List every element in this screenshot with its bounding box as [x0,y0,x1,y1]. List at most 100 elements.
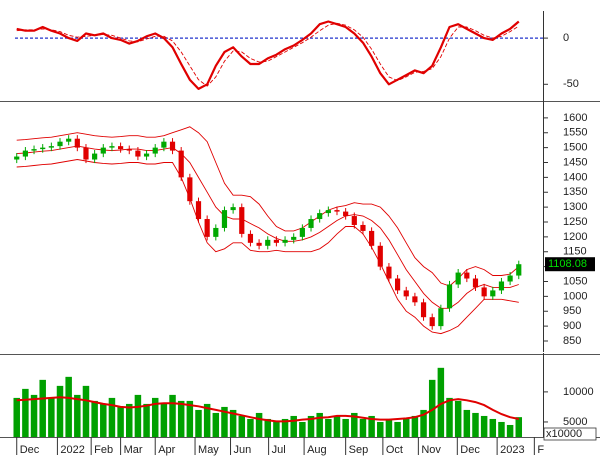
x-tick-label: Feb [94,444,113,456]
candle-body [394,278,401,291]
y-tick-label: 850 [563,335,581,347]
candle-body [204,219,210,237]
y-tick-label: 1150 [563,246,587,258]
candle-body [83,147,89,160]
candle-body [369,230,375,246]
unit-box [543,427,597,441]
volume-bar [160,403,168,437]
y-tick-label: 10000 [563,386,594,398]
volume-bar [281,418,289,437]
volume-bar [186,400,194,437]
candle-body [351,216,357,225]
y-tick-label: 5000 [563,416,587,428]
volume-bar [273,421,280,437]
candle-body [239,207,245,234]
y-tick-label: 950 [563,305,581,317]
volume-bar [13,397,20,437]
volume-bar [333,415,341,437]
candle-body [360,224,366,231]
volume-bar [255,412,263,437]
volume-bar [82,385,90,437]
candle-body [195,201,202,220]
y-tick-label: 1300 [563,201,587,213]
x-tick-label: May [198,444,219,456]
volume-bar [91,400,98,437]
volume-bar [143,403,150,437]
y-tick-label: 1550 [563,127,587,139]
candle-body [308,219,314,228]
volume-bar [264,418,271,437]
x-tick-label: Jul [272,444,286,456]
candle-body [429,317,435,327]
volume-bar [446,397,453,437]
volume-bar [74,394,81,437]
x-tick-label: Mar [124,444,143,456]
x-tick-label: Dec [20,444,40,456]
volume-bar [316,412,323,437]
volume-bar [489,418,497,437]
x-tick-label: Nov [421,444,441,456]
volume-bar [108,397,116,437]
candle-body [66,138,72,142]
volume-bar [56,385,64,437]
band-lower [16,159,519,335]
candle-body [31,149,37,151]
candle-body [221,210,228,228]
candle-body [57,141,63,147]
candle-body [317,213,323,220]
volume-bar [472,412,479,437]
candle-body [135,150,141,157]
oscillator-line [16,22,520,87]
candle-body [481,287,487,297]
volume-bar [65,376,72,437]
volume-bar [454,400,462,437]
y-tick-label: -50 [563,78,579,90]
volume-bar [169,394,176,437]
x-tick-label: Sep [349,444,369,456]
volume-bar [420,409,427,437]
y-tick-label: 1400 [563,171,587,183]
volume-bar [506,424,514,437]
candle-body [213,227,219,237]
unit-label: x10000 [546,428,582,440]
candle-body [118,146,124,150]
candle-body [299,227,305,237]
candle-body [291,236,297,240]
volume-bar [307,415,315,437]
volume-bar [498,421,505,437]
volume-bar [428,379,436,437]
x-tick-label: 2023 [500,444,524,456]
volume-bar [351,412,358,437]
volume-bar [394,421,401,437]
volume-bar [342,418,349,437]
candle-body [126,149,132,151]
candle-body [14,156,20,160]
volume-bar [247,418,254,437]
candle-body [377,245,383,267]
volume-bar [212,412,220,437]
candle-body [420,302,427,318]
candle-body [187,177,193,202]
x-tick-label: Aug [307,444,327,456]
candle-body [169,141,176,151]
candle-body [265,239,271,246]
x-tick-label: 2022 [60,444,84,456]
y-tick-label: 900 [563,320,581,332]
y-tick-label: 1000 [563,290,587,302]
volume-bar [437,367,445,437]
volume-bar [325,418,332,437]
candle-body [92,153,98,160]
volume-bar [515,417,523,437]
candle-body [256,242,262,246]
candle-body [464,272,470,279]
volume-average [16,396,520,423]
band-upper [16,126,520,287]
volume-bar [177,400,185,437]
candle-body [161,141,167,148]
candle-body [109,146,115,148]
volume-bar [100,403,107,437]
y-tick-label: 1050 [563,275,587,287]
candle-body [412,296,418,303]
volume-bar [229,409,237,437]
volume-bar [221,406,228,437]
